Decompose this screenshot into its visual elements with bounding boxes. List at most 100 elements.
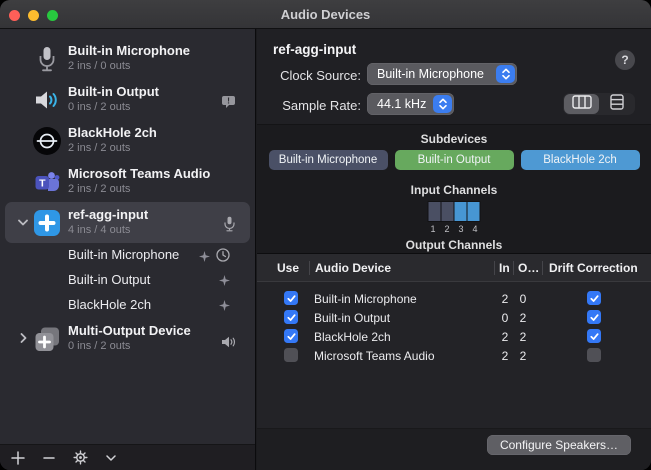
in-count: 2 xyxy=(501,349,509,363)
channel-cell xyxy=(428,202,441,221)
use-checkbox[interactable] xyxy=(284,310,298,324)
subdevice-name: Built-in Microphone xyxy=(68,247,180,262)
table-row[interactable]: Built-in Microphone 2 0 xyxy=(257,290,651,309)
table-header: Use Audio Device In O… Drift Correction xyxy=(257,254,651,282)
close-button[interactable] xyxy=(9,10,20,21)
device-name: Multi-Output Device xyxy=(68,323,191,338)
subdevice-table-section: Use Audio Device In O… Drift Correction … xyxy=(257,253,651,470)
use-checkbox[interactable] xyxy=(284,348,298,362)
clock-source-label: Clock Source: xyxy=(280,68,361,83)
table-device-name: Built-in Output xyxy=(314,311,391,325)
configure-speakers-button[interactable]: Configure Speakers… xyxy=(486,435,631,455)
use-checkbox[interactable] xyxy=(284,291,298,305)
chevron-right-icon[interactable] xyxy=(16,332,30,344)
channel-cell xyxy=(454,202,467,221)
table-footer: Configure Speakers… xyxy=(257,428,651,470)
subdevice-name: Built-in Output xyxy=(68,272,151,287)
drift-correction-checkbox[interactable] xyxy=(587,310,601,324)
channel-number: 4 xyxy=(472,224,478,234)
microphone-badge-icon xyxy=(223,216,236,237)
subdevice-pill-built-in-microphone[interactable]: Built-in Microphone xyxy=(268,150,388,170)
device-detail-panel: ref-agg-input ? Clock Source: Built-in M… xyxy=(257,29,651,470)
chevron-down-icon[interactable] xyxy=(16,216,30,228)
device-header-section: ref-agg-input ? Clock Source: Built-in M… xyxy=(257,29,651,124)
column-header-out: O… xyxy=(518,261,540,275)
clock-source-popup[interactable]: Built-in Microphone xyxy=(367,63,517,85)
device-detail: 2 ins / 2 outs xyxy=(68,183,131,195)
out-count: 2 xyxy=(519,349,527,363)
list-view-button[interactable] xyxy=(599,93,634,115)
device-name: ref-agg-input xyxy=(68,207,149,222)
subdevice-pill-built-in-output[interactable]: Built-in Output xyxy=(394,150,514,170)
popup-chevrons-icon xyxy=(433,95,452,113)
device-sidebar: Built-in Microphone 2 ins / 0 outs Built… xyxy=(0,29,256,470)
remove-device-button[interactable] xyxy=(40,449,58,467)
list-icon xyxy=(609,93,624,115)
drift-correction-checkbox[interactable] xyxy=(587,329,601,343)
traffic-lights xyxy=(9,10,58,21)
view-mode-segmented-control xyxy=(563,93,635,115)
out-count: 0 xyxy=(519,292,527,306)
subdevice-pill-blackhole-2ch[interactable]: BlackHole 2ch xyxy=(520,150,640,170)
channel-number: 1 xyxy=(430,224,436,234)
sidebar-subitem-built-in-microphone[interactable]: Built-in Microphone xyxy=(5,243,250,268)
subdevice-pills: Built-in Microphone Built-in Output Blac… xyxy=(257,150,651,170)
sample-rate-popup[interactable]: 44.1 kHz xyxy=(367,93,454,115)
sidebar-item-ref-agg-input[interactable]: ref-agg-input 4 ins / 4 outs xyxy=(5,202,250,243)
drift-correction-checkbox[interactable] xyxy=(587,291,601,305)
chevron-down-icon[interactable] xyxy=(102,449,120,467)
table-row[interactable]: Built-in Output 0 2 xyxy=(257,309,651,328)
sidebar-item-multi-output-device[interactable]: Multi-Output Device 0 ins / 2 outs xyxy=(5,318,250,359)
help-button[interactable]: ? xyxy=(615,50,635,70)
gear-icon[interactable] xyxy=(71,449,89,467)
channel-number: 3 xyxy=(458,224,464,234)
title-bar: Audio Devices xyxy=(0,0,651,29)
clock-source-value: Built-in Microphone xyxy=(377,67,484,81)
zoom-button[interactable] xyxy=(47,10,58,21)
device-name: Built-in Output xyxy=(68,84,159,99)
out-count: 2 xyxy=(519,330,527,344)
output-channels-label: Output Channels xyxy=(405,238,503,252)
minimize-button[interactable] xyxy=(28,10,39,21)
sidebar-item-microsoft-teams-audio[interactable]: T Microsoft Teams Audio 2 ins / 2 outs xyxy=(5,161,250,202)
channel-cell xyxy=(441,202,454,221)
popup-chevrons-icon xyxy=(496,65,515,83)
sidebar-toolbar xyxy=(0,444,255,470)
table-device-name: Microsoft Teams Audio xyxy=(314,349,435,363)
columns-view-button[interactable] xyxy=(564,94,599,114)
device-detail: 2 ins / 0 outs xyxy=(68,60,131,72)
sample-rate-label: Sample Rate: xyxy=(282,98,361,113)
microphone-icon xyxy=(31,43,63,75)
drift-correction-checkbox[interactable] xyxy=(587,348,601,362)
sidebar-subitem-built-in-output[interactable]: Built-in Output xyxy=(5,268,250,293)
sidebar-item-blackhole-2ch[interactable]: BlackHole 2ch 2 ins / 2 outs xyxy=(5,120,250,161)
svg-text:T: T xyxy=(39,177,46,189)
device-detail: 2 ins / 2 outs xyxy=(68,142,131,154)
sidebar-subitem-blackhole-2ch[interactable]: BlackHole 2ch xyxy=(5,293,250,318)
speaker-badge-icon xyxy=(221,335,236,353)
device-detail: 0 ins / 2 outs xyxy=(68,340,131,352)
alert-bubble-icon: ! xyxy=(221,95,236,114)
in-count: 2 xyxy=(501,292,509,306)
table-row[interactable]: Microsoft Teams Audio 2 2 xyxy=(257,347,651,366)
device-name: Microsoft Teams Audio xyxy=(68,166,211,181)
table-row[interactable]: BlackHole 2ch 2 2 xyxy=(257,328,651,347)
channel-cell xyxy=(467,202,480,221)
sparkle-icon xyxy=(219,298,230,316)
subdevice-name: BlackHole 2ch xyxy=(68,297,152,312)
in-count: 2 xyxy=(501,330,509,344)
input-channel-cells xyxy=(427,201,481,222)
column-header-in: In xyxy=(499,261,510,275)
blackhole-icon xyxy=(31,125,63,157)
use-checkbox[interactable] xyxy=(284,329,298,343)
channel-number: 2 xyxy=(444,224,450,234)
add-device-button[interactable] xyxy=(9,449,27,467)
column-header-drift-correction: Drift Correction xyxy=(549,261,638,275)
device-name: Built-in Microphone xyxy=(68,43,191,58)
sparkle-icon xyxy=(199,249,210,267)
sidebar-item-built-in-output[interactable]: Built-in Output 0 ins / 2 outs ! xyxy=(5,79,250,120)
sidebar-item-built-in-microphone[interactable]: Built-in Microphone 2 ins / 0 outs xyxy=(5,38,250,79)
device-detail: 0 ins / 2 outs xyxy=(68,101,131,113)
speaker-icon xyxy=(31,84,63,116)
